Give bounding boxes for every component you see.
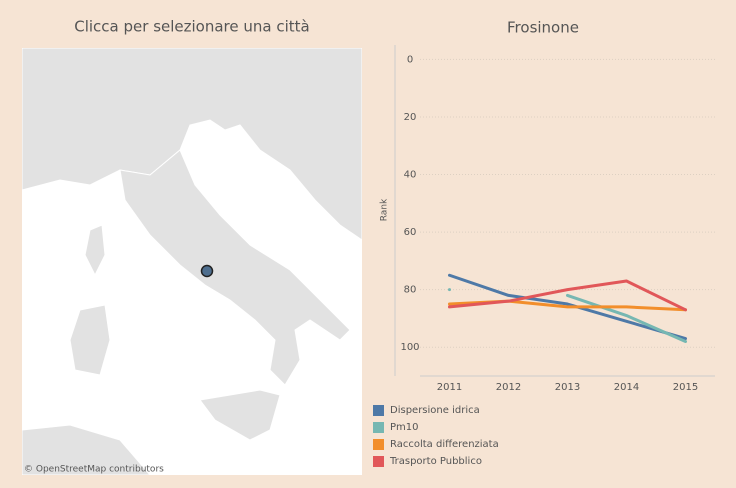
africa bbox=[22, 424, 151, 475]
corsica bbox=[84, 224, 106, 277]
x-tick-label: 2013 bbox=[555, 382, 580, 393]
attribution: © OpenStreetMap contributors bbox=[24, 465, 164, 475]
legend-label: Dispersione idrica bbox=[390, 405, 480, 416]
y-tick-label: 100 bbox=[400, 342, 419, 353]
x-tick-label: 2015 bbox=[673, 382, 698, 393]
y-tick-label: 40 bbox=[404, 170, 417, 181]
y-tick-label: 20 bbox=[404, 112, 417, 123]
mainland-north bbox=[22, 48, 362, 241]
x-tick-label: 2012 bbox=[496, 382, 521, 393]
y-tick-label: 0 bbox=[407, 54, 413, 65]
chart-title: Frosinone bbox=[507, 19, 579, 37]
legend-label: Trasporto Pubblico bbox=[389, 456, 482, 467]
legend-swatch bbox=[373, 439, 384, 450]
legend-label: Pm10 bbox=[390, 422, 419, 433]
line bbox=[448, 279, 687, 312]
map[interactable]: © OpenStreetMap contributors bbox=[22, 48, 362, 475]
italy-peninsula bbox=[119, 149, 351, 386]
sardinia bbox=[69, 304, 111, 376]
y-axis-label: Rank bbox=[380, 198, 390, 221]
city-marker[interactable] bbox=[200, 264, 214, 278]
legend-label: Raccolta differenziata bbox=[390, 439, 499, 450]
y-tick-label: 80 bbox=[404, 285, 417, 296]
line bbox=[448, 288, 687, 343]
line bbox=[448, 273, 687, 341]
legend-swatch bbox=[373, 456, 384, 467]
x-tick-label: 2011 bbox=[437, 382, 462, 393]
legend-swatch bbox=[373, 422, 384, 433]
x-tick-label: 2014 bbox=[614, 382, 639, 393]
sicily bbox=[199, 389, 281, 441]
legend-swatch bbox=[373, 405, 384, 416]
y-tick-label: 60 bbox=[404, 227, 417, 238]
map-title: Clicca per selezionare una città bbox=[74, 18, 309, 36]
